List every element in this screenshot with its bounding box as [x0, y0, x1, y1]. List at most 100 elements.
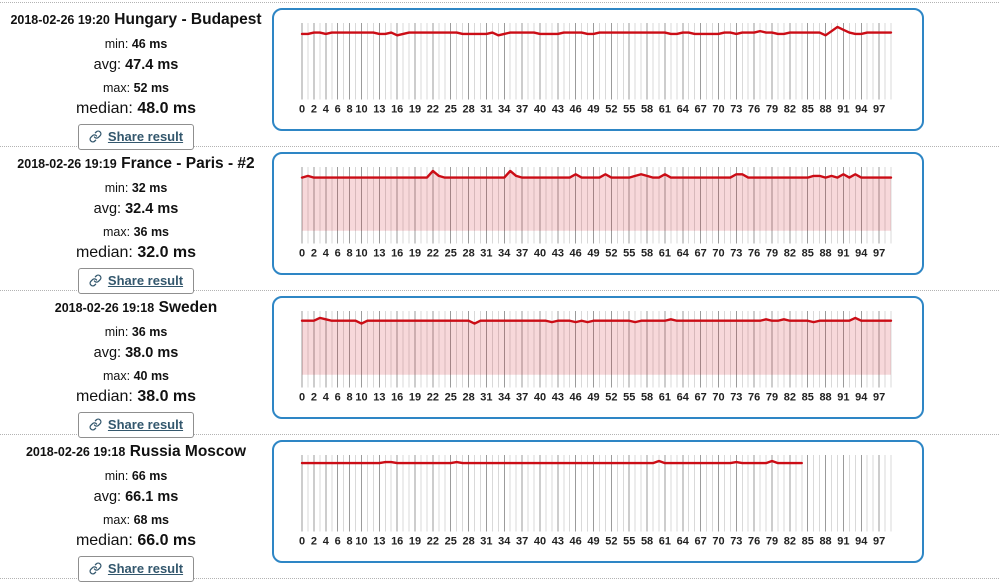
- stat-max: max: 68 ms: [102, 513, 170, 527]
- svg-text:4: 4: [323, 535, 329, 547]
- svg-text:8: 8: [347, 535, 353, 547]
- svg-text:67: 67: [695, 535, 707, 547]
- svg-text:82: 82: [784, 103, 796, 115]
- result-timestamp: 2018-02-26 19:20: [10, 13, 110, 27]
- svg-text:73: 73: [730, 535, 742, 547]
- stat-max: max: 52 ms: [102, 81, 170, 95]
- svg-text:88: 88: [819, 391, 831, 403]
- svg-text:46: 46: [570, 103, 582, 115]
- result-info: 2018-02-26 19:20 Hungary - Budapest min:…: [0, 3, 272, 150]
- share-result-button[interactable]: Share result: [77, 124, 195, 150]
- svg-text:94: 94: [855, 391, 867, 403]
- svg-text:46: 46: [570, 391, 582, 403]
- svg-text:13: 13: [373, 247, 385, 259]
- share-result-button[interactable]: Share result: [77, 268, 195, 294]
- svg-text:4: 4: [323, 103, 329, 115]
- svg-text:10: 10: [355, 103, 367, 115]
- svg-text:25: 25: [445, 247, 457, 259]
- svg-text:10: 10: [355, 247, 367, 259]
- svg-text:34: 34: [498, 535, 510, 547]
- svg-text:79: 79: [766, 391, 778, 403]
- svg-text:37: 37: [516, 535, 528, 547]
- ping-chart-svg: 0 2 4 6 8 10 13 16 19 22 25 28 31 34 37 40 43 46 49 52 55 58 6…: [299, 166, 893, 259]
- svg-text:31: 31: [480, 391, 492, 403]
- svg-text:76: 76: [748, 535, 760, 547]
- stat-max: max: 40 ms: [102, 369, 170, 383]
- result-title: 2018-02-26 19:18 Sweden: [55, 299, 217, 317]
- svg-text:6: 6: [335, 391, 341, 403]
- link-icon: [89, 562, 102, 575]
- stat-median: median: 38.0 ms: [75, 388, 197, 405]
- svg-text:2: 2: [311, 103, 317, 115]
- svg-text:58: 58: [641, 535, 653, 547]
- svg-text:70: 70: [712, 247, 724, 259]
- share-result-label: Share result: [107, 273, 184, 288]
- svg-text:70: 70: [712, 535, 724, 547]
- svg-text:79: 79: [766, 535, 778, 547]
- result-timestamp: 2018-02-26 19:18: [54, 301, 155, 315]
- result-info: 2018-02-26 19:18 Russia Moscow min: 66 m…: [0, 435, 272, 582]
- svg-text:25: 25: [445, 535, 457, 547]
- stat-avg: avg: 32.4 ms: [93, 201, 179, 217]
- result-info: 2018-02-26 19:18 Sweden min: 36 ms avg: …: [0, 291, 272, 438]
- share-result-label: Share result: [107, 129, 184, 144]
- svg-text:31: 31: [480, 247, 492, 259]
- stat-min: min: 32 ms: [104, 181, 168, 195]
- svg-text:97: 97: [873, 103, 885, 115]
- svg-text:91: 91: [837, 247, 849, 259]
- svg-text:25: 25: [445, 103, 457, 115]
- svg-text:94: 94: [855, 535, 867, 547]
- svg-text:0: 0: [299, 391, 305, 403]
- stat-min: min: 46 ms: [104, 37, 168, 51]
- svg-text:0: 0: [299, 535, 305, 547]
- svg-text:13: 13: [373, 103, 385, 115]
- svg-text:0: 0: [299, 103, 305, 115]
- svg-text:82: 82: [784, 391, 796, 403]
- result-timestamp: 2018-02-26 19:18: [25, 445, 126, 459]
- ping-result-row: 2018-02-26 19:18 Russia Moscow min: 66 m…: [0, 434, 999, 582]
- stat-avg: avg: 66.1 ms: [93, 489, 179, 505]
- result-location: Hungary - Budapest: [114, 11, 262, 28]
- share-result-button[interactable]: Share result: [77, 412, 195, 438]
- svg-text:73: 73: [730, 391, 742, 403]
- share-result-label: Share result: [107, 417, 184, 432]
- svg-text:49: 49: [587, 103, 599, 115]
- svg-text:73: 73: [730, 103, 742, 115]
- svg-text:97: 97: [873, 247, 885, 259]
- result-title: 2018-02-26 19:19 France - Paris - #2: [17, 155, 254, 173]
- svg-text:16: 16: [391, 247, 403, 259]
- ping-chart: 0 2 4 6 8 10 13 16 19 22 25 28 31 34 37 40 43 46 49 52 55 58 6…: [272, 440, 924, 563]
- svg-text:79: 79: [766, 247, 778, 259]
- stat-median: median: 48.0 ms: [75, 100, 197, 117]
- svg-text:28: 28: [462, 103, 474, 115]
- svg-text:73: 73: [730, 247, 742, 259]
- link-icon: [89, 418, 102, 431]
- share-result-button[interactable]: Share result: [77, 556, 195, 582]
- stat-avg: avg: 47.4 ms: [93, 57, 179, 73]
- svg-text:22: 22: [427, 247, 439, 259]
- stat-median: median: 66.0 ms: [75, 532, 197, 549]
- svg-text:61: 61: [659, 391, 671, 403]
- svg-text:61: 61: [659, 103, 671, 115]
- stat-max: max: 36 ms: [102, 225, 170, 239]
- svg-text:22: 22: [427, 391, 439, 403]
- svg-text:70: 70: [712, 391, 724, 403]
- svg-text:70: 70: [712, 103, 724, 115]
- svg-text:34: 34: [498, 247, 510, 259]
- svg-text:82: 82: [784, 535, 796, 547]
- result-title: 2018-02-26 19:20 Hungary - Budapest: [10, 11, 261, 29]
- svg-text:58: 58: [641, 247, 653, 259]
- svg-text:85: 85: [802, 247, 814, 259]
- svg-text:40: 40: [534, 391, 546, 403]
- svg-text:76: 76: [748, 391, 760, 403]
- svg-text:67: 67: [695, 391, 707, 403]
- result-location: Russia Moscow: [129, 443, 247, 460]
- svg-text:8: 8: [347, 103, 353, 115]
- svg-text:88: 88: [819, 247, 831, 259]
- stat-median: median: 32.0 ms: [75, 244, 197, 261]
- svg-text:55: 55: [623, 391, 635, 403]
- svg-text:64: 64: [677, 391, 689, 403]
- svg-text:97: 97: [873, 391, 885, 403]
- svg-text:28: 28: [462, 247, 474, 259]
